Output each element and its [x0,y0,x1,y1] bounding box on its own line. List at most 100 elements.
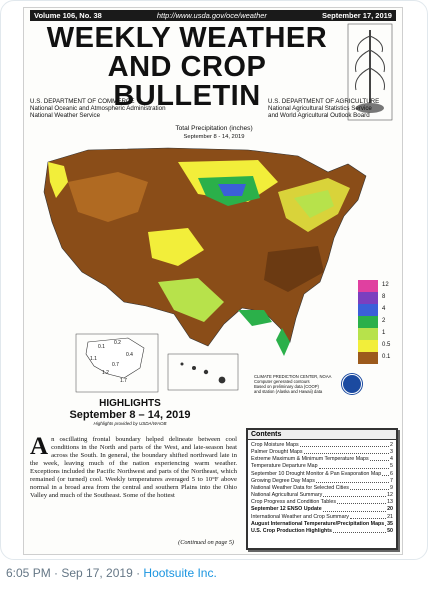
contents-list: Crop Moisture Maps 2 Palmer Drought Maps 3 E… [248,442,396,535]
alaska-value-label: 0.7 [112,362,119,368]
precip-zone [48,162,68,198]
contents-item-name: National Agricultural Summary [251,492,323,499]
precip-zone [158,278,224,322]
legend-label: 4 [382,306,386,312]
contents-leader [337,499,387,505]
contents-item-name: September 12 ENSO Update [251,506,322,513]
legend-swatch [358,316,378,328]
contents-leader [318,463,390,469]
legend-swatch [358,292,378,304]
bulletin-header-bar: Volume 106, No. 38 http://www.usda.gov/o… [30,10,396,21]
legend-swatch [358,352,378,364]
highlights-header: HIGHLIGHTS September 8 – 14, 2019 Highli… [30,398,230,426]
legend-swatch [358,304,378,316]
contents-item: August International Temperature/Precipi… [251,521,393,528]
alaska-value-label: 1.7 [120,378,127,384]
contents-item-name: Crop Moisture Maps [251,442,299,448]
hawaii-inset [167,353,239,391]
contents-item-name: International Weather and Crop Summary [251,513,349,520]
commerce-agency-block: U.S. DEPARTMENT OF COMMERCE National Oce… [30,98,200,120]
contents-item-name: Extreme Maximum & Minimum Temperature Ma… [251,456,369,463]
contents-leader [382,471,390,476]
contents-item-name: U.S. Crop Production Highlights [251,527,332,534]
contents-leader [323,492,387,498]
precip-zone [218,184,246,196]
volume-label: Volume 106, No. 38 [34,11,102,20]
cpc-credit: CLIMATE PREDICTION CENTER, NOAA Computer… [254,374,334,394]
legend-label: 8 [382,294,386,300]
issue-date: September 17, 2019 [321,11,392,20]
legend-label: 2 [382,318,386,324]
usda-seal-icon [347,23,393,121]
highlights-heading: HIGHLIGHTS [99,398,161,409]
contents-item-name: Palmer Drought Maps [251,449,303,456]
contents-item: Growing Degree Day Maps 7 [251,478,393,485]
legend-label: 0.1 [382,354,391,360]
contents-leader [369,456,390,462]
precip-zone [238,310,272,326]
alaska-value-label: 0.1 [98,344,105,350]
legend-label: 1 [382,330,386,336]
contents-item-page: 5 [390,463,393,470]
contents-item-page: 20 [387,506,393,513]
contents-item-name: Growing Degree Day Maps [251,477,315,484]
alaska-value-label: 1.2 [102,370,109,376]
cpc-line: Computer generated contours [254,379,310,384]
contents-item-page: 12 [387,492,393,499]
agency-line: National Agricultural Statistics Service [268,105,372,113]
tweet-footer: 6:05 PM · Sep 17, 2019 · Hootsuite Inc. [6,566,217,580]
bulletin-url: http://www.usda.gov/oce/weather [156,11,267,20]
contents-item-page: 35 [387,520,393,527]
agency-line: National Weather Service [30,112,101,120]
tweet-source-link[interactable]: Hootsuite Inc. [143,566,217,580]
tweet-timestamp[interactable]: 6:05 PM · Sep 17, 2019 · [6,566,144,580]
contents-item-page: 9 [390,484,393,491]
cpc-line: Based on preliminary data (COOP) [254,384,319,389]
contents-leader [332,528,387,534]
bulletin-title: WEEKLY WEATHER AND CROP BULLETIN [30,24,344,111]
contents-item: U.S. Crop Production Highlights 50 [251,528,393,535]
contents-leader [349,514,387,519]
contents-item-name: September 10 Drought Monitor & Pan Evapo… [251,470,382,477]
contents-item-name: Crop Progress and Condition Tables [251,499,336,506]
highlights-dates: September 8 – 14, 2019 [69,409,191,421]
noaa-logo-icon [342,374,362,394]
legend-label: 0.5 [382,342,391,348]
contents-item: Temperature Departure Map 5 [251,463,393,470]
agency-line: U.S. DEPARTMENT OF COMMERCE [30,98,135,105]
agency-line: National Oceanic and Atmospheric Adminis… [30,105,166,113]
agency-line: U.S. DEPARTMENT OF AGRICULTURE [268,98,380,105]
alaska-value-label: 1.1 [90,356,97,362]
precip-zone [294,190,334,218]
contents-heading: Contents [248,430,396,440]
contents-item-page: 21 [387,513,393,520]
precip-zone [264,246,324,292]
contents-leader [299,442,390,448]
contents-leader [315,478,390,483]
precip-zone [148,228,204,266]
contents-leader [322,506,387,512]
cpc-line: CLIMATE PREDICTION CENTER, NOAA [254,374,332,379]
highlights-credit: Highlights provided by USDA/WAOB [93,421,167,426]
contents-item: Crop Progress and Condition Tables 13 [251,499,393,506]
contents-item-page: 7 [390,477,393,484]
legend-swatch [358,340,378,352]
alaska-labels: 0.1 0.2 1.1 0.4 0.71.2 1.7 [90,340,133,384]
contents-leader [303,449,390,455]
tweet-media-card[interactable]: Volume 106, No. 38 http://www.usda.gov/o… [0,0,428,560]
precip-zone [68,172,148,222]
precip-zone [276,328,290,356]
contents-item-name: Temperature Departure Map [251,463,318,470]
title-line-2: AND CROP BULLETIN [107,51,267,112]
contents-item-name: August International Temperature/Precipi… [251,520,385,527]
highlights-text: n oscillating frontal boundary helped de… [30,436,237,500]
contents-item: September 12 ENSO Update 20 [251,506,393,513]
agency-line: and World Agricultural Outlook Board [268,112,370,120]
alaska-value-label: 0.2 [114,340,121,346]
continued-note: (Continued on page 5) [178,539,234,546]
title-line-1: WEEKLY WEATHER [46,22,328,54]
contents-item-name: National Weather Data for Selected Citie… [251,484,349,491]
contents-leader [349,485,390,491]
agriculture-agency-block: U.S. DEPARTMENT OF AGRICULTURE National … [268,98,402,120]
contents-item-page: 2 [390,442,393,448]
